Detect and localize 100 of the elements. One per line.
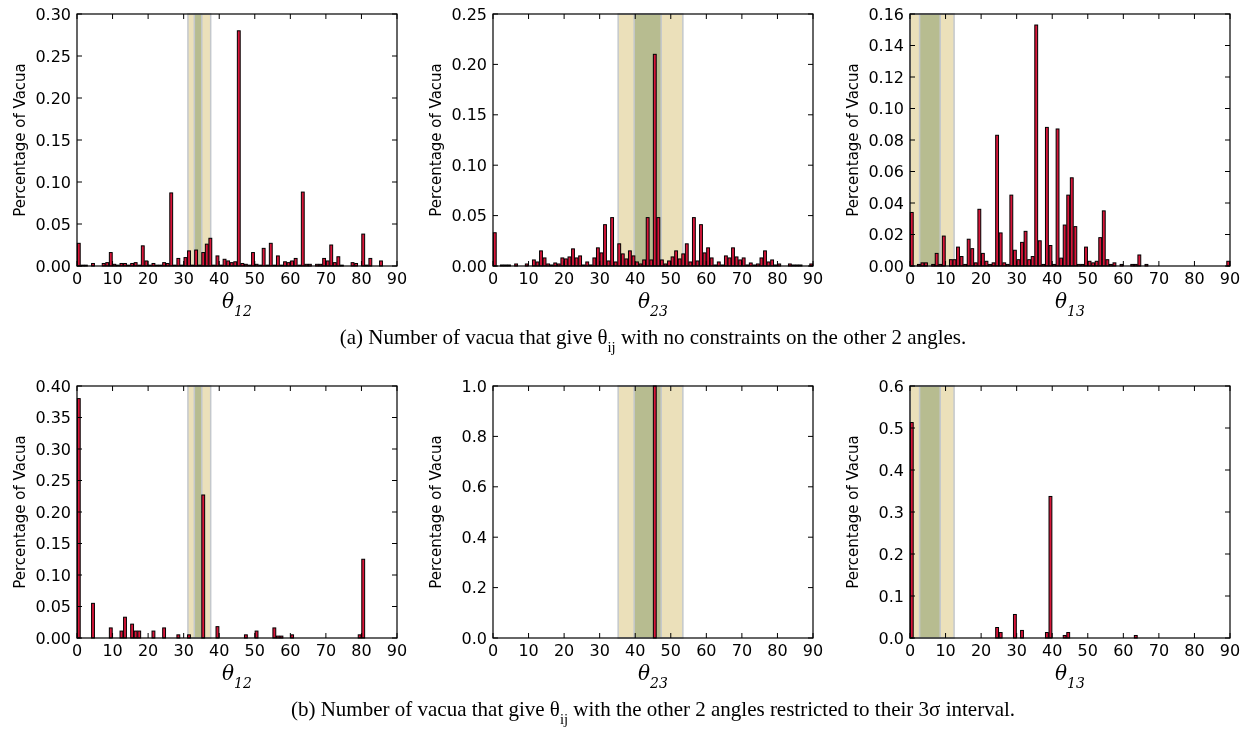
y-tick-label: 0.08 — [868, 130, 904, 150]
x-tick-label: 50 — [244, 641, 265, 660]
y-tick-label: 0.35 — [35, 408, 71, 428]
x-tick-label: 60 — [1113, 269, 1134, 288]
x-tick-label: 70 — [315, 641, 337, 660]
y-tick-label: 1.0 — [461, 376, 487, 396]
y-tick-label: 0.4 — [461, 527, 487, 547]
x-tick-label: 20 — [970, 269, 992, 288]
y-tick-label: 0.00 — [35, 628, 71, 648]
y-tick-label: 0.12 — [868, 67, 904, 87]
y-axis-title: Percentage of Vacua — [11, 63, 29, 217]
x-tick-label: 80 — [767, 269, 788, 288]
y-tick-label: 0.25 — [35, 46, 71, 66]
y-tick-label: 0.25 — [451, 4, 487, 24]
x-tick-label: 60 — [696, 269, 717, 288]
y-tick-label: 0.10 — [451, 155, 487, 175]
y-tick-label: 0.15 — [35, 534, 71, 554]
x-tick-label: 90 — [386, 641, 408, 660]
y-tick-label: 0.06 — [868, 162, 904, 182]
x-tick-label: 90 — [802, 269, 824, 288]
x-tick-label: 70 — [315, 269, 337, 288]
y-tick-label: 0.02 — [868, 225, 904, 245]
y-tick-label: 0.05 — [451, 206, 487, 226]
x-tick-label: 40 — [209, 269, 230, 288]
x-axis-title: θ$_{23}$ — [638, 661, 669, 691]
y-tick-label: 0.25 — [35, 471, 71, 491]
x-tick-label: 50 — [660, 641, 681, 660]
y-tick-label: 0.14 — [868, 36, 904, 56]
y-tick-label: 0.0 — [878, 628, 904, 648]
x-tick-label: 80 — [1184, 641, 1205, 660]
y-tick-label: 0.1 — [878, 586, 904, 606]
x-tick-label: 80 — [351, 269, 372, 288]
x-tick-label: 90 — [1219, 269, 1241, 288]
x-tick-label: 0 — [487, 641, 499, 660]
y-axis-title: Percentage of Vacua — [427, 63, 445, 217]
y-tick-label: 0.30 — [35, 4, 71, 24]
x-tick-label: 0 — [487, 269, 499, 288]
text: (a) Number of vacua that give θ$_{ij}$ with no constraints on the other 2 angles. — [339, 325, 967, 355]
x-tick-label: 20 — [137, 641, 159, 660]
x-tick-label: 70 — [731, 269, 753, 288]
y-tick-label: 0.05 — [35, 597, 71, 617]
x-tick-label: 0 — [71, 269, 83, 288]
x-tick-label: 10 — [102, 269, 123, 288]
y-tick-label: 0.6 — [461, 477, 487, 497]
x-tick-label: 60 — [1113, 641, 1134, 660]
y-tick-label: 0.2 — [461, 578, 487, 598]
y-axis-title: Percentage of Vacua — [11, 435, 29, 589]
x-tick-label: 0 — [71, 641, 83, 660]
x-axis-title: θ$_{23}$ — [638, 289, 669, 319]
x-tick-label: 70 — [1148, 269, 1170, 288]
x-tick-label: 50 — [1077, 269, 1098, 288]
x-tick-label: 60 — [696, 641, 717, 660]
x-tick-label: 30 — [1006, 641, 1027, 660]
x-tick-label: 30 — [589, 269, 610, 288]
x-tick-label: 40 — [1042, 269, 1063, 288]
x-tick-label: 70 — [731, 641, 753, 660]
x-tick-label: 40 — [209, 641, 230, 660]
y-tick-label: 0.0 — [461, 628, 487, 648]
y-tick-label: 0.00 — [868, 256, 904, 276]
x-tick-label: 60 — [280, 641, 301, 660]
y-tick-label: 0.10 — [868, 99, 904, 119]
y-tick-label: 0.10 — [35, 172, 71, 192]
x-tick-label: 70 — [1148, 641, 1170, 660]
x-tick-label: 0 — [904, 269, 916, 288]
x-tick-label: 50 — [244, 269, 265, 288]
y-tick-label: 0.16 — [868, 4, 904, 24]
x-tick-label: 10 — [102, 641, 123, 660]
x-tick-label: 0 — [904, 641, 916, 660]
x-tick-label: 30 — [589, 641, 610, 660]
y-axis-title: Percentage of Vacua — [844, 63, 862, 217]
x-tick-label: 10 — [518, 641, 539, 660]
x-tick-label: 90 — [802, 641, 824, 660]
x-tick-label: 10 — [518, 269, 539, 288]
x-tick-label: 20 — [553, 641, 575, 660]
y-axis-title: Percentage of Vacua — [427, 435, 445, 589]
y-tick-label: 0.2 — [878, 544, 904, 564]
x-tick-label: 50 — [660, 269, 681, 288]
x-axis-title: θ$_{13}$ — [1055, 289, 1086, 319]
x-tick-label: 20 — [137, 269, 159, 288]
x-tick-label: 20 — [970, 641, 992, 660]
y-tick-label: 0.00 — [35, 256, 71, 276]
y-tick-label: 0.4 — [878, 460, 904, 480]
text: (b) Number of vacua that give θ$_{ij}$ with the other 2 angles restricted to their 3σ interval. — [290, 697, 1016, 727]
x-tick-label: 50 — [1077, 641, 1098, 660]
y-tick-label: 0.00 — [451, 256, 487, 276]
x-tick-label: 40 — [1042, 641, 1063, 660]
x-axis-title: θ$_{12}$ — [222, 289, 253, 319]
y-tick-label: 0.15 — [451, 105, 487, 125]
y-tick-label: 0.20 — [451, 55, 487, 74]
x-tick-label: 90 — [1219, 641, 1241, 660]
x-axis-title: θ$_{13}$ — [1055, 661, 1086, 691]
x-tick-label: 90 — [386, 269, 408, 288]
y-tick-label: 0.5 — [878, 418, 904, 438]
x-tick-label: 40 — [625, 269, 646, 288]
x-tick-label: 30 — [173, 641, 194, 660]
y-tick-label: 0.10 — [35, 565, 71, 585]
y-tick-label: 0.04 — [868, 193, 904, 213]
y-tick-label: 0.30 — [35, 439, 71, 459]
x-tick-label: 30 — [1006, 269, 1027, 288]
x-tick-label: 40 — [625, 641, 646, 660]
